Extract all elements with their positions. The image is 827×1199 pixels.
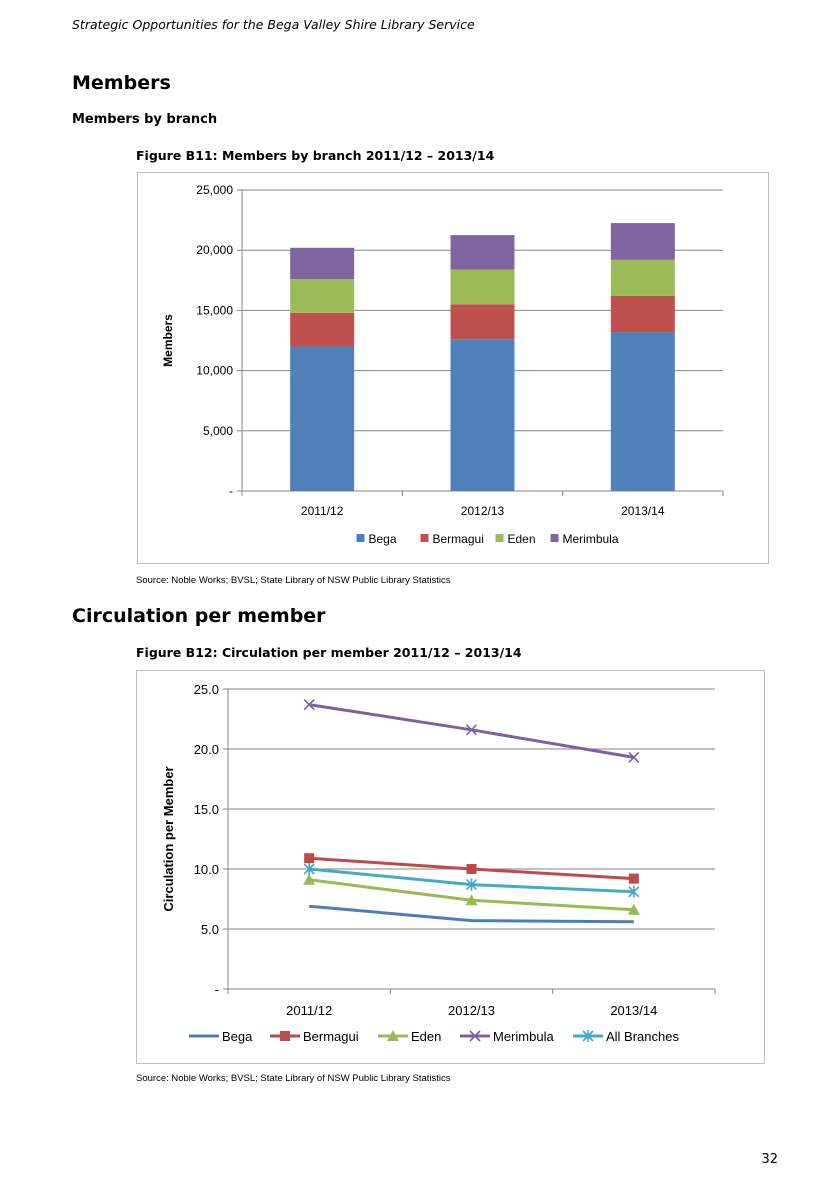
point-eden-2012-13 bbox=[465, 894, 478, 906]
bar-merimbula-2012-13 bbox=[450, 235, 515, 270]
point-all-branches-2011-12 bbox=[303, 863, 315, 875]
x-tick-label: 2011/12 bbox=[286, 1003, 332, 1018]
y-tick-label: 5,000 bbox=[203, 424, 233, 438]
legend-marker-all-branches bbox=[582, 1030, 594, 1042]
legend-swatch-merimbula bbox=[550, 534, 559, 542]
figure-b12-source: Source: Noble Works; BVSL; State Library… bbox=[136, 1073, 451, 1084]
legend-marker-bermagui bbox=[280, 1031, 290, 1041]
point-bermagui-2011-12 bbox=[304, 853, 315, 864]
point-merimbula-2011-12 bbox=[303, 699, 315, 711]
legend-swatch-bega bbox=[356, 534, 365, 542]
point-merimbula-2013-14 bbox=[628, 751, 640, 763]
page-number: 32 bbox=[761, 1152, 778, 1167]
legend-label-merimbula: Merimbula bbox=[563, 532, 619, 546]
point-bermagui-2012-13 bbox=[466, 864, 477, 874]
figure-b11-source: Source: Noble Works; BVSL; State Library… bbox=[136, 575, 451, 586]
y-axis-label: Circulation per Member bbox=[161, 766, 176, 911]
y-tick-label: 25,000 bbox=[196, 183, 233, 197]
chart-circulation-per-member: - 5.0 10.0 15.0 20.0 25.0 2011/12 2012/13 2013/1… bbox=[136, 670, 765, 1064]
point-merimbula-2012-13 bbox=[465, 724, 478, 736]
y-tick-label: 5.0 bbox=[201, 922, 219, 937]
legend-swatch-eden bbox=[495, 534, 504, 542]
bar-merimbula-2013-14 bbox=[610, 223, 675, 260]
circulation-per-member-svg: - 5.0 10.0 15.0 20.0 25.0 2011/12 2012/13 2013/1… bbox=[161, 682, 716, 1044]
chart-members-by-branch: - 5,000 10,000 15,000 20,000 25,000 2011/12 201… bbox=[137, 172, 769, 564]
bar-bermagui-2013-14 bbox=[610, 295, 675, 333]
section-title-circulation: Circulation per member bbox=[72, 605, 326, 627]
members-by-branch-svg: - 5,000 10,000 15,000 20,000 25,000 2011/12 201… bbox=[161, 183, 724, 546]
legend-label-bermagui: Bermagui bbox=[433, 532, 484, 546]
bar-bega-2013-14 bbox=[610, 332, 675, 491]
bar-eden-2013-14 bbox=[610, 259, 675, 296]
legend-label-bega: Bega bbox=[222, 1029, 253, 1044]
y-tick-label: 15,000 bbox=[196, 303, 233, 317]
y-tick-label: 10,000 bbox=[196, 364, 233, 378]
x-tick-label: 2013/14 bbox=[621, 504, 665, 518]
legend-label-eden: Eden bbox=[508, 532, 536, 546]
y-tick-label: - bbox=[229, 484, 233, 498]
point-all-branches-2012-13 bbox=[465, 878, 478, 891]
x-tick-label: 2011/12 bbox=[301, 504, 344, 518]
point-eden-2013-14 bbox=[627, 903, 640, 915]
y-tick-label: 20,000 bbox=[196, 243, 233, 257]
running-header: Strategic Opportunities for the Bega Val… bbox=[72, 17, 475, 32]
legend-label-merimbula: Merimbula bbox=[493, 1029, 554, 1044]
legend-label-eden: Eden bbox=[411, 1029, 441, 1044]
subsection-title-members-by-branch: Members by branch bbox=[72, 112, 218, 127]
line-bega bbox=[309, 904, 634, 924]
legend-marker-merimbula bbox=[469, 1030, 481, 1042]
bar-bega-2011-12 bbox=[290, 346, 355, 491]
y-tick-label: 10.0 bbox=[194, 862, 219, 877]
y-tick-label: 20.0 bbox=[194, 742, 219, 757]
section-title-members: Members bbox=[72, 72, 171, 94]
point-bermagui-2013-14 bbox=[628, 873, 639, 884]
point-all-branches-2013-14 bbox=[628, 885, 640, 898]
legend-swatch-bermagui bbox=[420, 534, 429, 542]
legend-label-all-branches: All Branches bbox=[606, 1029, 679, 1044]
x-tick-label: 2012/13 bbox=[461, 504, 505, 518]
x-tick-label: 2012/13 bbox=[448, 1003, 495, 1018]
figure-b12-caption: Figure B12: Circulation per member 2011/… bbox=[136, 645, 522, 660]
bar-eden-2012-13 bbox=[450, 269, 515, 305]
legend-label-bermagui: Bermagui bbox=[303, 1029, 359, 1044]
x-tick-label: 2013/14 bbox=[610, 1003, 657, 1018]
bar-bermagui-2011-12 bbox=[290, 312, 355, 347]
bar-bermagui-2012-13 bbox=[450, 304, 515, 340]
bar-eden-2011-12 bbox=[290, 279, 355, 313]
bar-bega-2012-13 bbox=[450, 339, 515, 491]
legend-marker-eden bbox=[387, 1030, 399, 1041]
legend-label-bega: Bega bbox=[369, 532, 397, 546]
y-tick-label: - bbox=[215, 982, 219, 997]
y-tick-label: 25.0 bbox=[194, 682, 219, 697]
y-tick-label: 15.0 bbox=[194, 802, 219, 817]
y-axis-label: Members bbox=[161, 314, 175, 367]
bar-merimbula-2011-12 bbox=[290, 247, 355, 280]
figure-b11-caption: Figure B11: Members by branch 2011/12 – … bbox=[136, 148, 495, 163]
point-eden-2011-12 bbox=[303, 873, 316, 885]
